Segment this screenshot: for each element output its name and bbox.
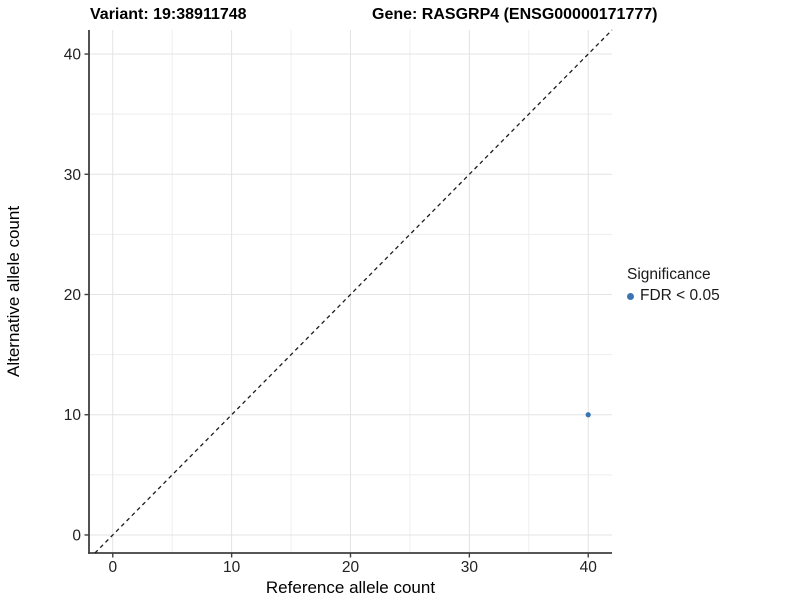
y-tick-label: 0 <box>72 527 81 544</box>
x-axis-title: Reference allele count <box>265 578 436 597</box>
y-tick-label: 20 <box>64 287 82 304</box>
legend-title: Significance <box>627 266 711 283</box>
identity-dashed-line <box>94 29 613 554</box>
x-tick-label: 0 <box>108 559 117 576</box>
y-tick-label: 40 <box>64 47 82 64</box>
legend-item: FDR < 0.05 <box>627 287 720 305</box>
x-tick-label: 40 <box>580 559 598 576</box>
x-tick-label: 20 <box>342 559 360 576</box>
y-axis-title: Alternative allele count <box>4 205 23 378</box>
variant-title: Variant: 19:38911748 <box>90 6 247 23</box>
legend-item-label: FDR < 0.05 <box>640 287 720 304</box>
x-tick-label: 10 <box>223 559 241 576</box>
legend: Significance FDR < 0.05 <box>627 266 720 305</box>
y-tick-label: 30 <box>64 167 82 184</box>
legend-circle-icon <box>627 292 634 300</box>
data-point <box>585 412 591 418</box>
x-tick-label: 30 <box>461 559 479 576</box>
gene-title: Gene: RASGRP4 (ENSG00000171777) <box>372 6 658 23</box>
y-tick-label: 10 <box>64 407 82 424</box>
